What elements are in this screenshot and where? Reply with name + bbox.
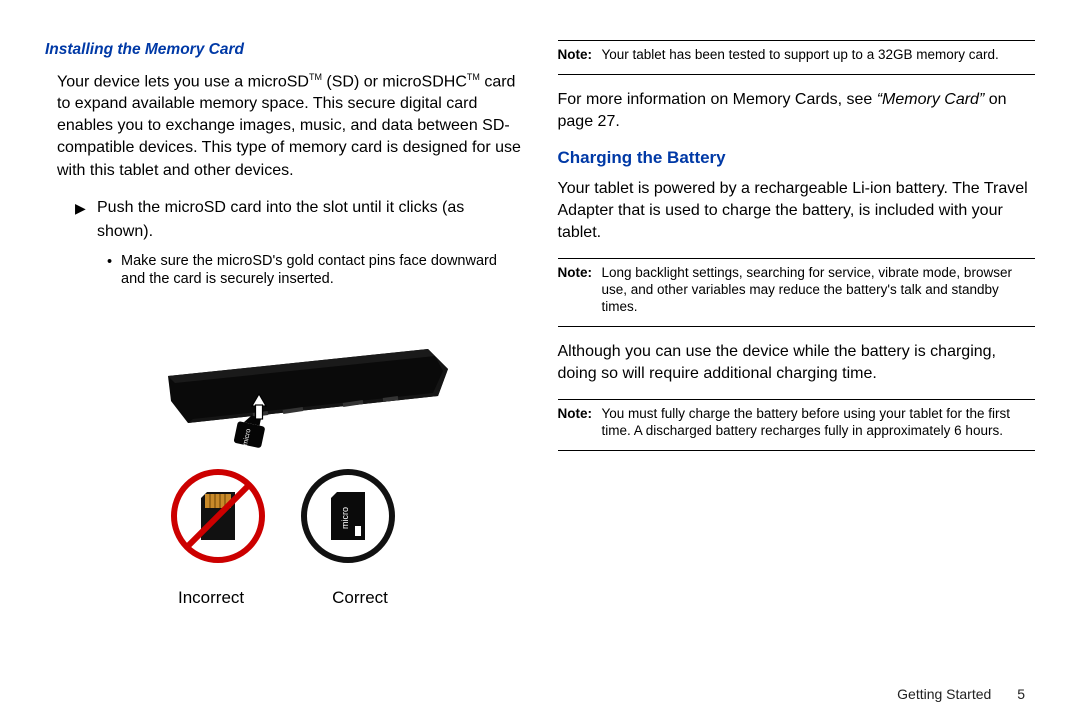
note-backlight: Note: Long backlight settings, searching…: [558, 258, 1036, 327]
right-column: Note: Your tablet has been tested to sup…: [558, 40, 1036, 690]
svg-text:micro: micro: [340, 507, 350, 529]
heading-charging-battery: Charging the Battery: [558, 147, 1036, 170]
subbullet-gold-pins: • Make sure the microSD's gold contact p…: [107, 252, 523, 290]
triangle-bullet-icon: ▶: [75, 196, 97, 244]
memory-card-xref: For more information on Memory Cards, se…: [558, 89, 1036, 133]
page-footer: Getting Started 5: [897, 686, 1025, 702]
heading-installing-memory-card: Installing the Memory Card: [45, 40, 523, 61]
note-32gb: Note: Your tablet has been tested to sup…: [558, 40, 1036, 75]
memory-card-intro-paragraph: Your device lets you use a microSDTM (SD…: [57, 71, 523, 182]
left-column: Installing the Memory Card Your device l…: [45, 40, 523, 690]
caption-incorrect: Incorrect: [178, 587, 244, 610]
memory-card-figure: micro: [103, 301, 523, 610]
caption-correct: Correct: [332, 587, 388, 610]
footer-section-name: Getting Started: [897, 686, 991, 702]
note-label: Note:: [558, 47, 602, 64]
note-label: Note:: [558, 265, 602, 316]
note-label: Note:: [558, 406, 602, 440]
dot-bullet-icon: •: [107, 252, 121, 290]
footer-page-number: 5: [1017, 686, 1025, 702]
bullet-push-microsd: ▶ Push the microSD card into the slot un…: [75, 196, 523, 244]
figure-caption-row: Incorrect Correct: [178, 587, 523, 610]
charging-intro-paragraph: Your tablet is powered by a rechargeable…: [558, 178, 1036, 244]
charging-while-use-paragraph: Although you can use the device while th…: [558, 341, 1036, 385]
note-first-charge: Note: You must fully charge the battery …: [558, 399, 1036, 451]
